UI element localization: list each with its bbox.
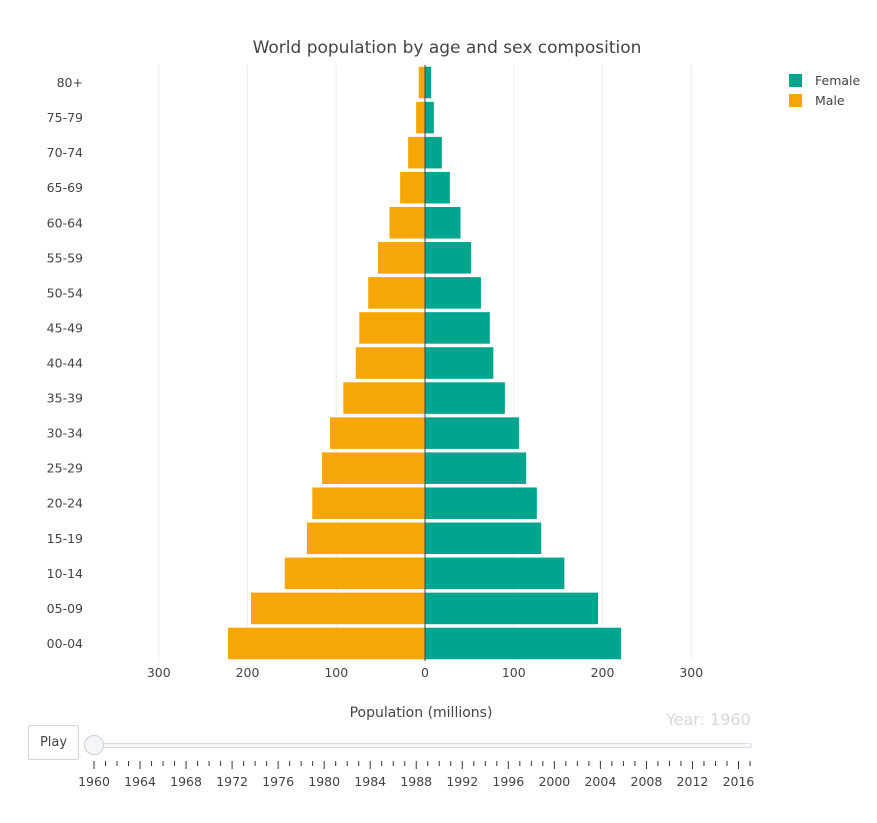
bar-female-70-74 xyxy=(425,136,442,169)
legend-label: Female xyxy=(815,73,861,88)
bar-female-00-04 xyxy=(425,627,622,660)
bar-female-05-09 xyxy=(425,592,599,625)
legend-label: Male xyxy=(815,93,845,108)
slider-tick-label: 1960 xyxy=(78,774,110,789)
slider-tick-label: 2004 xyxy=(584,774,616,789)
bar-male-50-54 xyxy=(368,277,425,309)
x-tick-label: 0 xyxy=(421,665,429,680)
bar-male-40-44 xyxy=(355,347,425,379)
bar-female-15-19 xyxy=(425,522,542,555)
y-tick-label: 75-79 xyxy=(47,110,83,125)
bar-female-50-54 xyxy=(425,277,481,309)
bar-female-25-29 xyxy=(425,452,527,484)
bar-female-45-49 xyxy=(425,312,490,344)
x-axis-title: Population (millions) xyxy=(350,705,493,721)
bar-male-30-34 xyxy=(330,417,425,449)
y-tick-label: 20-24 xyxy=(47,496,83,511)
bar-male-35-39 xyxy=(343,382,425,414)
slider-tick-label: 1964 xyxy=(124,774,156,789)
bar-female-80+ xyxy=(425,66,432,99)
legend-swatch xyxy=(789,74,802,87)
y-tick-label: 10-14 xyxy=(47,566,83,581)
x-axis: 300 200 100 0 100 200 300 xyxy=(147,665,703,680)
bar-male-10-14 xyxy=(284,557,425,590)
y-tick-label: 25-29 xyxy=(47,461,83,476)
y-tick-label: 40-44 xyxy=(47,356,83,371)
chart-title: World population by age and sex composit… xyxy=(253,38,642,58)
slider-tick-label: 1988 xyxy=(400,774,432,789)
play-button[interactable]: Play xyxy=(28,725,79,760)
y-tick-label: 00-04 xyxy=(47,636,83,651)
y-tick-label: 45-49 xyxy=(47,320,83,335)
y-tick-label: 30-34 xyxy=(47,426,83,441)
bar-male-55-59 xyxy=(377,242,425,274)
bar-female-40-44 xyxy=(425,347,494,379)
bar-male-75-79 xyxy=(416,101,425,134)
year-slider-track[interactable] xyxy=(90,743,752,748)
x-tick-label: 100 xyxy=(324,665,348,680)
slider-tick-label: 1996 xyxy=(492,774,524,789)
bar-female-65-69 xyxy=(425,171,450,204)
legend: Female Male xyxy=(789,73,861,108)
bar-male-45-49 xyxy=(359,312,425,344)
slider-tick-label: 1992 xyxy=(446,774,478,789)
y-axis: 00-04 05-09 10-14 15-19 20-24 25-29 30-34 35-39… xyxy=(47,75,83,651)
x-tick-label: 100 xyxy=(502,665,526,680)
slider-tick-label: 2008 xyxy=(631,774,663,789)
bar-male-70-74 xyxy=(408,136,425,169)
slider-tick-label: 2000 xyxy=(538,774,570,789)
bar-female-30-34 xyxy=(425,417,520,449)
bar-male-60-64 xyxy=(389,206,425,239)
slider-tick-label: 1984 xyxy=(354,774,386,789)
slider-tick-label: 2016 xyxy=(723,774,755,789)
y-tick-label: 70-74 xyxy=(47,145,83,160)
slider-tick-label: 1972 xyxy=(216,774,248,789)
bar-male-20-24 xyxy=(312,487,425,520)
slider-ticks: 1960 1964 1968 1972 1976 1980 1984 1988 1992 1996… xyxy=(78,761,754,789)
bar-male-25-29 xyxy=(322,452,425,484)
bars xyxy=(227,66,622,660)
bar-female-60-64 xyxy=(425,206,461,239)
bar-female-35-39 xyxy=(425,382,505,414)
year-slider-handle[interactable] xyxy=(84,735,104,755)
current-year-label: Year: 1960 xyxy=(666,710,751,729)
bar-male-65-69 xyxy=(400,171,425,204)
y-tick-label: 35-39 xyxy=(47,391,83,406)
x-tick-label: 200 xyxy=(236,665,260,680)
y-tick-label: 80+ xyxy=(57,75,83,90)
y-tick-label: 55-59 xyxy=(47,250,83,265)
x-tick-label: 300 xyxy=(679,665,703,680)
legend-swatch xyxy=(789,94,802,107)
y-tick-label: 05-09 xyxy=(47,601,83,616)
slider-tick-label: 1968 xyxy=(170,774,202,789)
x-tick-label: 300 xyxy=(147,665,171,680)
y-tick-label: 65-69 xyxy=(47,180,83,195)
bar-female-55-59 xyxy=(425,242,472,274)
slider-tick-label: 2012 xyxy=(677,774,709,789)
x-tick-label: 200 xyxy=(591,665,615,680)
bar-female-10-14 xyxy=(425,557,565,590)
y-tick-label: 15-19 xyxy=(47,531,83,546)
bar-female-75-79 xyxy=(425,101,434,134)
bar-male-80+ xyxy=(418,66,425,99)
slider-tick-label: 1980 xyxy=(308,774,340,789)
slider-tick-label: 1976 xyxy=(262,774,294,789)
bar-male-05-09 xyxy=(251,592,425,625)
bar-male-00-04 xyxy=(227,627,425,660)
bar-female-20-24 xyxy=(425,487,537,520)
bar-male-15-19 xyxy=(306,522,425,555)
y-tick-label: 60-64 xyxy=(47,215,83,230)
y-tick-label: 50-54 xyxy=(47,285,83,300)
grid-lines xyxy=(158,65,692,661)
